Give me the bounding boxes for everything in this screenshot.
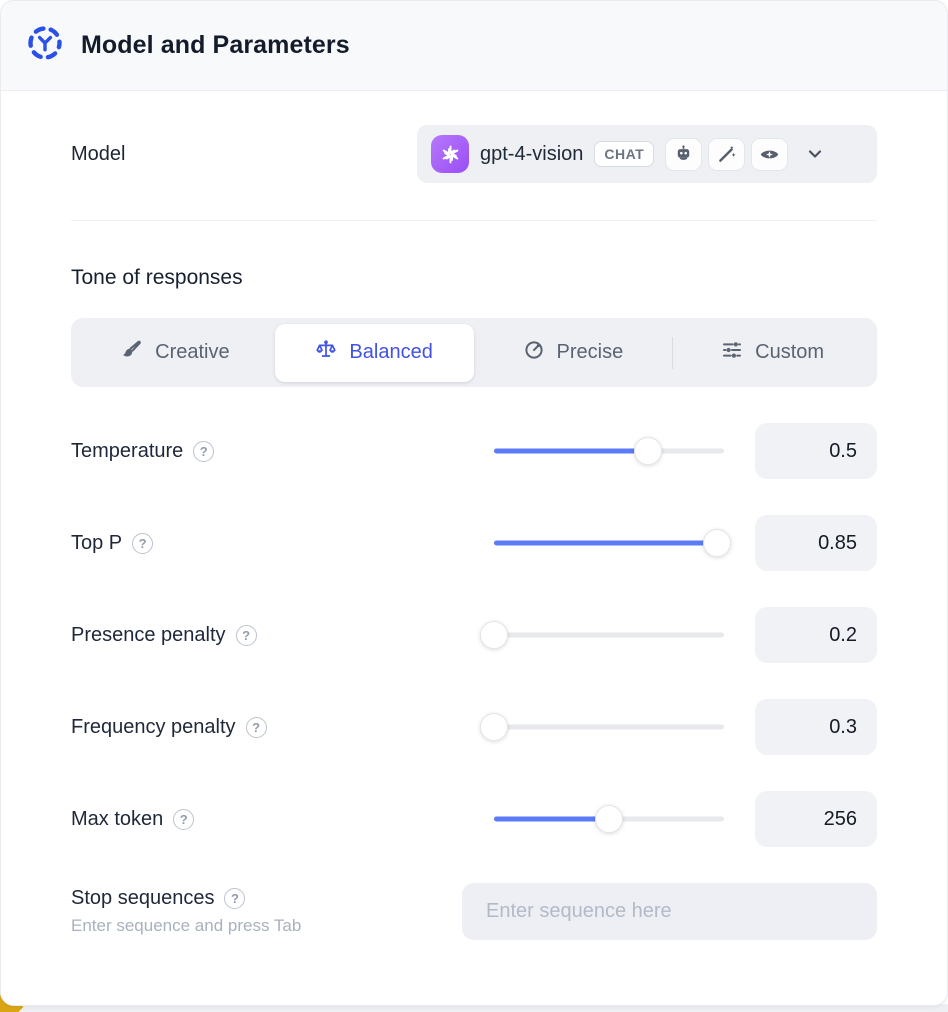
model-row: Model gpt-4-vision C (71, 125, 877, 183)
segment-divider (672, 336, 674, 369)
selected-model-name: gpt-4-vision (480, 142, 584, 165)
tone-option-creative[interactable]: Creative (76, 324, 275, 382)
max-token-slider[interactable] (494, 805, 724, 833)
temperature-value: 0.5 (755, 423, 877, 479)
page-background-strip (0, 1004, 948, 1012)
tone-option-label: Precise (556, 341, 624, 363)
help-icon[interactable]: ? (132, 532, 154, 554)
tone-segmented-control: Creative (71, 318, 877, 387)
tone-option-label: Creative (155, 341, 230, 363)
scale-icon (315, 339, 337, 367)
help-icon[interactable]: ? (235, 624, 257, 646)
tone-heading: Tone of responses (71, 266, 243, 289)
top-p-slider[interactable] (494, 529, 732, 557)
section-divider (71, 220, 877, 221)
page-title: Model and Parameters (81, 31, 350, 59)
param-row-top-p: Top P ? 0.85 (71, 515, 877, 571)
model-label: Model (71, 142, 126, 165)
slider-handle[interactable] (480, 713, 508, 741)
stop-sequences-label: Stop sequences (71, 887, 215, 909)
frequency-penalty-slider[interactable] (480, 713, 724, 741)
param-row-frequency-penalty: Frequency penalty ? 0.3 (71, 699, 877, 755)
target-icon (523, 339, 545, 367)
frequency-penalty-value: 0.3 (755, 699, 877, 755)
temperature-label: Temperature (71, 439, 184, 462)
model-type-badge: CHAT (594, 141, 655, 167)
stop-sequences-row: Stop sequences ? Enter sequence and pres… (71, 883, 877, 940)
help-icon[interactable]: ? (245, 716, 267, 738)
openai-logo-icon (431, 135, 469, 173)
slider-handle[interactable] (634, 437, 663, 465)
model-hub-icon (25, 23, 65, 68)
model-select-dropdown[interactable]: gpt-4-vision CHAT (417, 125, 877, 183)
tone-option-custom[interactable]: Custom (673, 324, 872, 382)
frequency-penalty-label: Frequency penalty (71, 715, 236, 738)
tone-option-balanced[interactable]: Balanced (274, 323, 474, 382)
slider-handle[interactable] (480, 621, 508, 649)
top-p-value: 0.85 (755, 515, 877, 571)
stop-sequence-input[interactable] (462, 883, 877, 940)
presence-penalty-slider[interactable] (480, 621, 724, 649)
help-icon[interactable]: ? (224, 888, 246, 909)
brush-icon (121, 339, 143, 367)
presence-penalty-value: 0.2 (755, 607, 877, 663)
help-icon[interactable]: ? (173, 808, 195, 830)
panel-header: Model and Parameters (1, 1, 947, 91)
tone-option-precise[interactable]: Precise (474, 324, 673, 382)
max-token-value: 256 (755, 791, 877, 847)
magic-wand-icon (708, 137, 746, 171)
slider-handle[interactable] (703, 529, 732, 557)
assistant-robot-icon (665, 137, 703, 171)
chevron-down-icon (805, 144, 825, 164)
param-row-temperature: Temperature ? 0.5 (71, 423, 877, 479)
top-p-label: Top P (71, 531, 123, 554)
sliders-icon (721, 339, 743, 367)
param-row-max-token: Max token ? 256 (71, 791, 877, 847)
tone-option-label: Custom (755, 341, 825, 363)
max-token-label: Max token (71, 807, 164, 830)
parameters-section: Temperature ? 0.5 Top P ? (71, 423, 877, 847)
temperature-slider[interactable] (494, 437, 724, 465)
param-row-presence-penalty: Presence penalty ? 0.2 (71, 607, 877, 663)
vision-eye-icon (751, 137, 789, 171)
stop-sequences-hint: Enter sequence and press Tab (71, 916, 302, 935)
model-capability-icons (665, 137, 789, 171)
help-icon[interactable]: ? (193, 440, 215, 462)
tone-option-label: Balanced (349, 341, 433, 363)
presence-penalty-label: Presence penalty (71, 623, 226, 646)
slider-handle[interactable] (595, 805, 623, 833)
